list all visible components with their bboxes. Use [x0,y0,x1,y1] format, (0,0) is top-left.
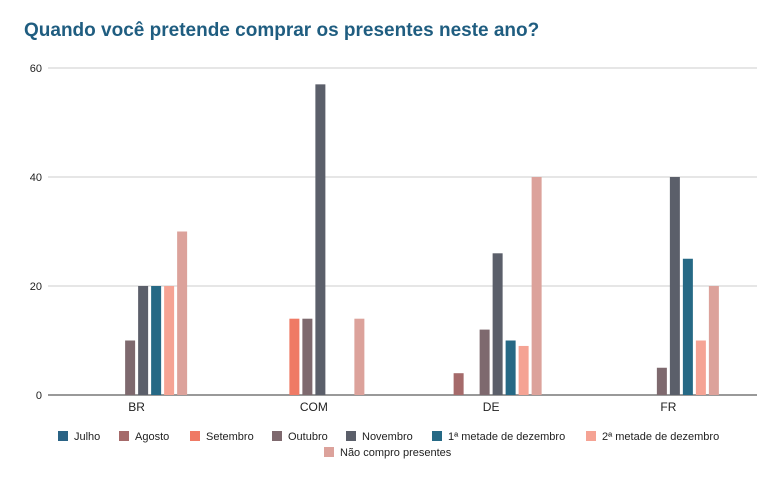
bar [708,286,719,395]
x-tick-label: BR [128,400,145,414]
bars [125,84,719,395]
bar [315,84,326,395]
legend-swatch [586,431,596,441]
bar [479,329,490,395]
legend-label: Setembro [206,431,254,443]
y-tick-label: 60 [30,63,42,75]
bar [656,367,667,395]
bar [492,253,503,395]
bar [682,258,693,395]
legend-label: Outubro [288,431,328,443]
legend: Julho Agosto Setembro Outubro Novembro 1ª met… [58,431,719,459]
bar [138,286,149,395]
legend-swatch [346,431,356,441]
y-axis-ticks: 0 20 40 60 [30,63,42,402]
bar [289,318,300,395]
bar [531,177,542,395]
legend-swatch [272,431,282,441]
legend-swatch [58,431,68,441]
x-axis-ticks: BR COM DE FR [128,400,676,414]
bar [151,286,162,395]
legend-label: 1ª metade de dezembro [448,431,565,443]
x-tick-label: DE [483,400,500,414]
legend-swatch [432,431,442,441]
y-tick-label: 40 [30,172,42,184]
legend-label: Novembro [362,431,413,443]
chart-title: Quando você pretende comprar os presente… [24,20,540,41]
bar [453,373,464,395]
bar [354,318,365,395]
legend-label: 2ª metade de dezembro [602,431,719,443]
y-tick-label: 20 [30,281,42,293]
bar [177,231,188,395]
legend-swatch [119,431,129,441]
y-tick-label: 0 [36,390,42,402]
bar [669,177,680,395]
bar [518,345,529,395]
x-tick-label: FR [660,400,676,414]
bar [695,340,706,395]
legend-label: Agosto [135,431,169,443]
bar [125,340,136,395]
legend-label: Julho [74,431,100,443]
bar [505,340,516,395]
bar [302,318,313,395]
x-tick-label: COM [300,400,328,414]
bar [164,286,175,395]
legend-label: Não compro presentes [340,447,452,459]
legend-swatch [190,431,200,441]
legend-swatch [324,447,334,457]
